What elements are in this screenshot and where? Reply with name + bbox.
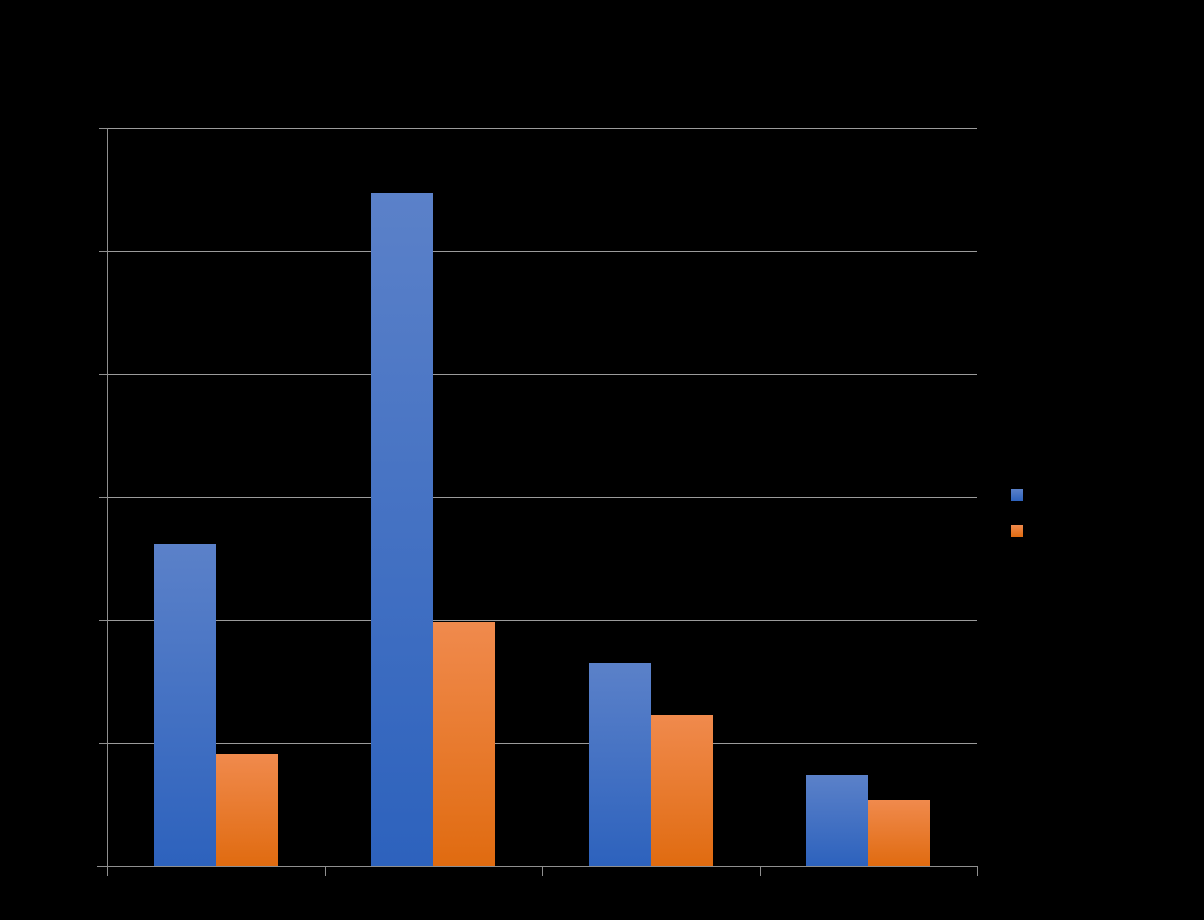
plot-area xyxy=(97,128,978,876)
y-axis-tick xyxy=(99,374,107,375)
bar-series1-cat4 xyxy=(806,774,869,866)
gridline xyxy=(107,251,977,252)
x-axis-tick xyxy=(759,866,761,876)
gridline xyxy=(107,128,977,129)
y-axis-line xyxy=(107,128,108,866)
bar-series2-cat1 xyxy=(215,754,278,866)
y-axis-tick xyxy=(99,866,107,867)
x-axis-tick xyxy=(977,866,978,876)
y-axis-tick xyxy=(99,251,107,252)
gridline xyxy=(107,743,977,744)
gridline xyxy=(107,620,977,621)
x-axis-tick xyxy=(107,866,108,876)
bar-series1-cat3 xyxy=(588,663,651,866)
bar-series2-cat2 xyxy=(433,622,496,866)
bar-series1-cat1 xyxy=(153,543,216,866)
y-axis-tick xyxy=(99,620,107,621)
bar-series1-cat2 xyxy=(371,193,434,866)
bar-series2-cat3 xyxy=(650,714,713,866)
bar-series2-cat4 xyxy=(868,799,931,866)
x-axis-tick xyxy=(324,866,326,876)
y-axis-tick xyxy=(99,128,107,129)
y-axis-tick xyxy=(99,497,107,498)
gridline xyxy=(107,497,977,498)
gridline xyxy=(107,374,977,375)
x-axis-line xyxy=(97,866,977,867)
x-axis-tick xyxy=(542,866,543,876)
legend-swatch-series1 xyxy=(1011,489,1023,501)
legend-swatch-series2 xyxy=(1011,525,1023,537)
y-axis-tick xyxy=(99,743,107,744)
